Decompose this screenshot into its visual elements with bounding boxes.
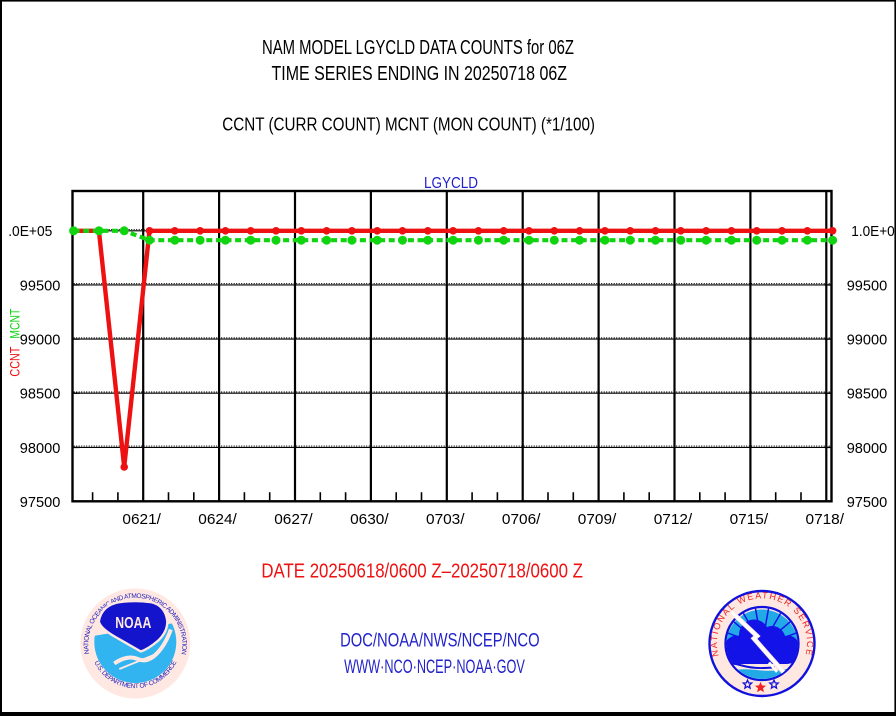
- svg-text:WWW·NCO·NCEP·NOAA·GOV: WWW·NCO·NCEP·NOAA·GOV: [344, 657, 525, 678]
- svg-text:97500: 97500: [847, 494, 888, 511]
- svg-text:.0E+05: .0E+05: [8, 223, 52, 240]
- svg-text:98500: 98500: [20, 386, 61, 403]
- svg-text:0715/: 0715/: [730, 511, 769, 528]
- svg-text:0706/: 0706/: [502, 511, 541, 528]
- svg-text:99500: 99500: [20, 277, 61, 294]
- svg-text:CCNT: CCNT: [7, 346, 23, 376]
- svg-text:99500: 99500: [847, 277, 888, 294]
- svg-text:0712/: 0712/: [654, 511, 693, 528]
- svg-text:DATE 20250618/0600 Z–20250718/: DATE 20250618/0600 Z–20250718/0600 Z: [261, 561, 583, 583]
- svg-text:0718/: 0718/: [806, 511, 845, 528]
- svg-text:98000: 98000: [847, 440, 888, 457]
- svg-text:0624/: 0624/: [198, 511, 237, 528]
- svg-text:LGYCLD: LGYCLD: [424, 175, 478, 192]
- svg-text:98500: 98500: [847, 386, 888, 403]
- svg-text:MCNT: MCNT: [7, 308, 23, 338]
- svg-text:NAM MODEL LGYCLD DATA COUNTS f: NAM MODEL LGYCLD DATA COUNTS for 06Z: [262, 37, 574, 59]
- svg-text:99000: 99000: [20, 331, 61, 348]
- svg-text:0627/: 0627/: [274, 511, 313, 528]
- svg-text:0709/: 0709/: [578, 511, 617, 528]
- svg-text:TIME SERIES ENDING IN 20250718: TIME SERIES ENDING IN 20250718 06Z: [272, 63, 568, 85]
- svg-text:0630/: 0630/: [350, 511, 389, 528]
- svg-text:0703/: 0703/: [426, 511, 465, 528]
- svg-text:97500: 97500: [20, 494, 61, 511]
- svg-text:CCNT (CURR COUNT) MCNT (MON CO: CCNT (CURR COUNT) MCNT (MON COUNT) (*1/1…: [222, 114, 595, 134]
- svg-text:0621/: 0621/: [122, 511, 161, 528]
- svg-text:98000: 98000: [20, 440, 61, 457]
- svg-text:NOAA: NOAA: [115, 615, 151, 632]
- svg-text:99000: 99000: [847, 331, 888, 348]
- svg-text:1.0E+05: 1.0E+05: [851, 223, 896, 240]
- svg-text:DOC/NOAA/NWS/NCEP/NCO: DOC/NOAA/NWS/NCEP/NCO: [340, 630, 539, 651]
